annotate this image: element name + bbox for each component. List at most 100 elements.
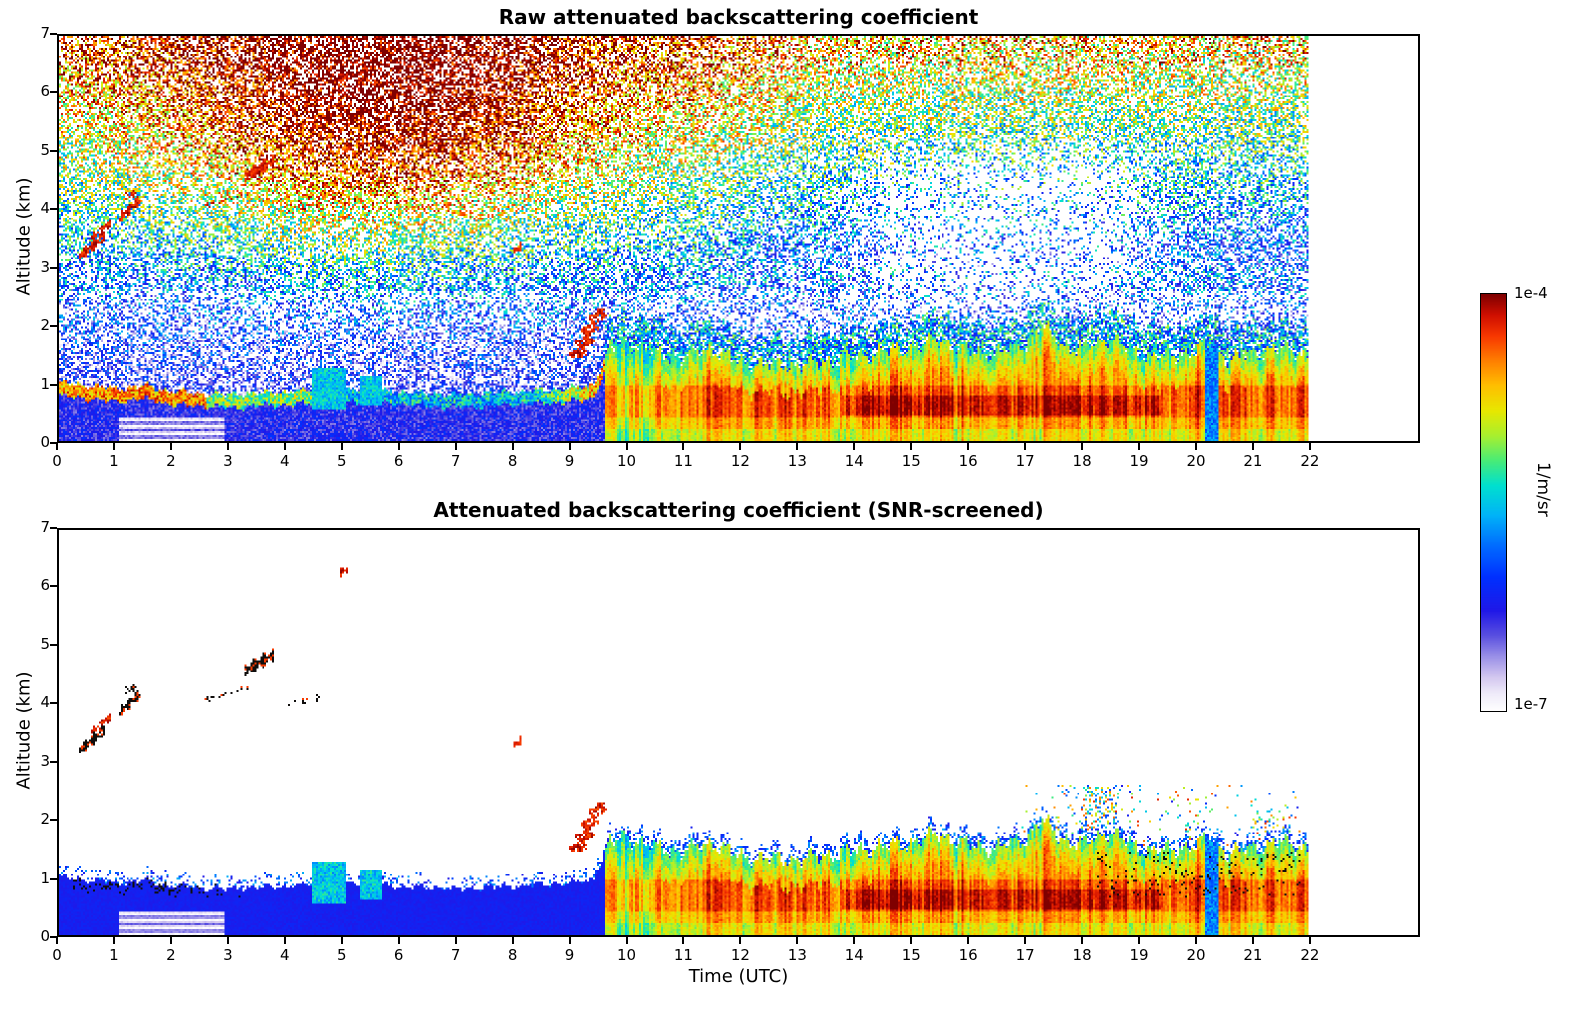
x-tick-label: 18: [1072, 452, 1092, 470]
x-tick: [511, 443, 514, 450]
y-tick-label: 7: [40, 24, 50, 42]
colorbar-max-label: 1e-4: [1514, 284, 1548, 302]
x-tick: [397, 937, 400, 944]
x-tick-label: 13: [787, 946, 807, 964]
x-tick: [682, 443, 685, 450]
x-tick: [226, 443, 229, 450]
screened-panel-title: Attenuated backscattering coefficient (S…: [433, 498, 1044, 522]
x-tick-label: 19: [1129, 946, 1149, 964]
x-tick-label: 4: [280, 452, 290, 470]
y-tick-label: 2: [40, 810, 50, 829]
x-tick: [454, 443, 457, 450]
x-tick-label: 3: [223, 452, 233, 470]
raw-heatmap-canvas: [59, 36, 1418, 441]
y-tick: [50, 643, 57, 646]
y-tick: [50, 208, 57, 211]
x-tick-label: 3: [223, 946, 233, 964]
x-tick: [1024, 937, 1027, 944]
colorbar-units-label: 1/m/sr: [1533, 462, 1553, 517]
x-tick: [739, 443, 742, 450]
x-tick: [1024, 443, 1027, 450]
y-tick-label: 3: [40, 257, 50, 276]
y-tick: [50, 149, 57, 152]
y-tick-label: 4: [40, 199, 50, 218]
x-tick-label: 9: [564, 452, 575, 470]
x-tick: [112, 937, 115, 944]
y-tick-label: 6: [40, 576, 50, 595]
x-tick: [1308, 443, 1311, 450]
x-tick-label: 20: [1186, 452, 1206, 470]
y-tick: [50, 527, 57, 529]
x-tick-label: 15: [901, 452, 921, 470]
raw-plot-area: [57, 34, 1420, 443]
x-tick-label: 14: [844, 946, 864, 964]
x-tick-label: 0: [52, 946, 62, 964]
x-tick-label: 0: [52, 452, 62, 470]
x-tick: [56, 443, 58, 450]
x-tick: [1195, 443, 1197, 450]
y-tick: [50, 936, 57, 938]
y-tick-label: 1: [40, 374, 50, 393]
x-tick-label: 11: [673, 946, 693, 964]
x-tick: [56, 937, 58, 944]
x-tick-label: 2: [166, 452, 176, 470]
x-tick: [910, 937, 913, 944]
screened-plot-area: [57, 528, 1420, 937]
raw-panel-title: Raw attenuated backscattering coefficien…: [498, 5, 979, 29]
y-tick: [50, 819, 57, 822]
x-tick: [625, 443, 628, 450]
colorbar: [1480, 293, 1507, 712]
x-tick-label: 15: [901, 946, 921, 964]
x-tick: [1251, 937, 1254, 944]
x-tick: [1138, 443, 1141, 450]
y-tick-label: 4: [40, 693, 50, 712]
x-tick: [283, 937, 286, 944]
x-tick-label: 13: [787, 452, 807, 470]
y-tick-label: 5: [40, 634, 50, 653]
x-tick: [226, 937, 229, 944]
x-tick-label: 6: [393, 452, 404, 470]
y-tick: [50, 91, 57, 94]
x-tick: [796, 937, 799, 944]
x-tick: [169, 937, 172, 944]
x-tick-label: 11: [673, 452, 693, 470]
raw-y-axis-label: Altitude (km): [13, 177, 35, 296]
x-tick-label: 1: [109, 946, 119, 964]
x-tick: [1308, 937, 1311, 944]
x-tick-label: 10: [616, 452, 637, 470]
x-tick: [1251, 443, 1254, 450]
x-tick: [739, 937, 742, 944]
screened-heatmap-canvas: [59, 530, 1418, 935]
x-tick-label: 16: [958, 452, 978, 470]
y-tick: [50, 33, 57, 35]
y-tick: [50, 585, 57, 588]
x-tick-label: 12: [730, 452, 750, 470]
x-tick-label: 21: [1243, 452, 1263, 470]
colorbar-gradient: [1481, 294, 1506, 711]
y-tick: [50, 325, 57, 328]
x-tick-label: 9: [564, 946, 575, 964]
x-tick-label: 1: [109, 452, 119, 470]
y-tick-label: 5: [40, 140, 50, 159]
x-tick: [1195, 937, 1197, 944]
x-tick: [568, 937, 571, 944]
x-tick-label: 4: [280, 946, 290, 964]
x-tick: [397, 443, 400, 450]
x-tick-label: 18: [1072, 946, 1092, 964]
x-tick-label: 10: [616, 946, 637, 964]
y-tick: [50, 266, 57, 269]
x-tick-label: 22: [1300, 946, 1320, 964]
x-tick-label: 14: [844, 452, 864, 470]
x-tick: [967, 937, 970, 944]
x-tick: [454, 937, 457, 944]
y-tick: [50, 383, 57, 386]
x-tick: [682, 937, 685, 944]
x-tick-label: 5: [336, 946, 347, 964]
x-tick: [853, 443, 856, 450]
y-tick-label: 0: [40, 927, 50, 945]
x-tick: [568, 443, 571, 450]
y-tick-label: 3: [40, 751, 50, 770]
x-tick: [625, 937, 628, 944]
y-tick-label: 7: [40, 518, 50, 536]
